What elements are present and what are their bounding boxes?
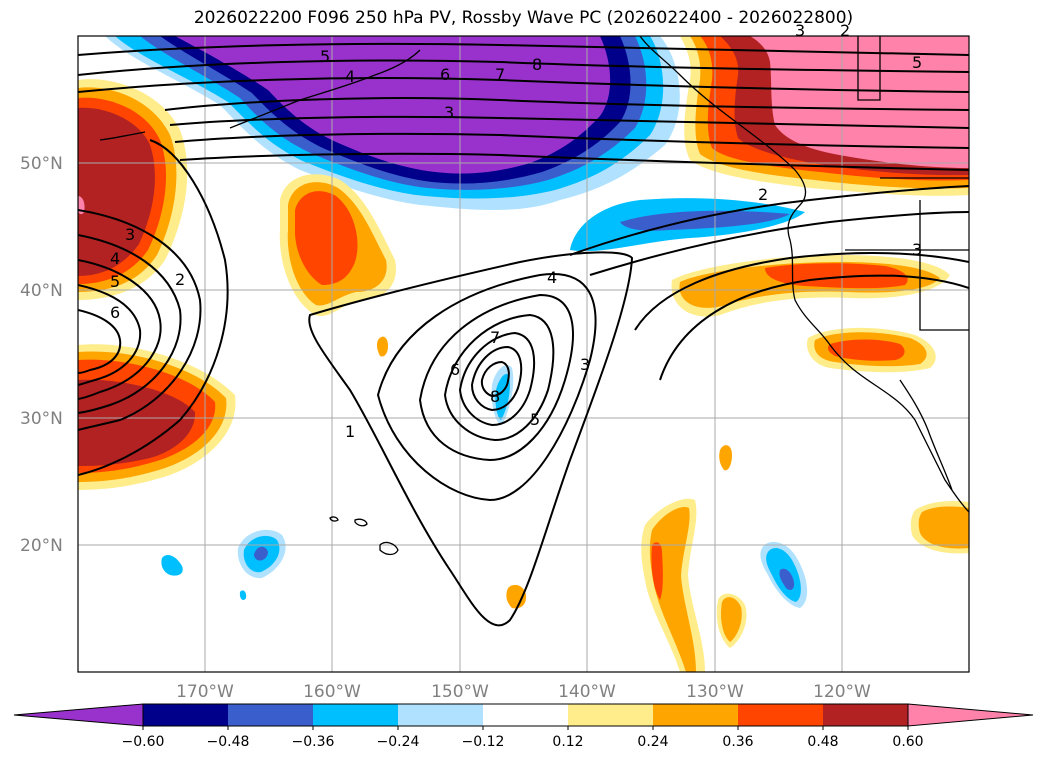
lon-label: 130°W	[686, 682, 744, 702]
lat-label: 30°N	[20, 409, 63, 429]
colorbar-tick-label: −0.60	[122, 734, 165, 750]
colorbar-segment	[653, 704, 738, 726]
map-frame	[77, 35, 970, 673]
colorbar-border	[142, 703, 909, 727]
contour-label: 3	[580, 355, 590, 374]
contour-label: 4	[345, 67, 355, 86]
contour-label: 5	[530, 410, 540, 429]
lon-label: 160°W	[303, 682, 361, 702]
contour-label: 5	[110, 272, 120, 291]
colorbar: −0.60 −0.48 −0.36 −0.24 −0.12 0.12 0.24 0.36 0.4…	[13, 703, 1034, 750]
contour-label: 3	[444, 103, 454, 122]
colorbar-tick-label: 0.36	[722, 734, 753, 750]
lat-label: 50°N	[20, 154, 63, 174]
colorbar-tick-label: 0.24	[637, 734, 668, 750]
colorbar-segment	[398, 704, 483, 726]
contour-label: 5	[320, 47, 330, 66]
pc-contours	[78, 42, 969, 627]
contour-label: 3	[795, 21, 805, 40]
contour-label: 2	[175, 270, 185, 289]
coastlines	[99, 36, 969, 556]
colorbar-tick-label: −0.24	[377, 734, 420, 750]
colorbar-tick-label: −0.36	[292, 734, 335, 750]
contour-label: 4	[110, 249, 120, 268]
contour-label: 8	[532, 55, 542, 74]
contour-label: 2	[758, 185, 768, 204]
lon-label: 150°W	[431, 682, 489, 702]
lat-label: 40°N	[20, 281, 63, 301]
colorbar-segment	[483, 704, 568, 726]
contour-label-group: 5 6 7 8 4 3 3 2 3 4 5 6 2 1 4 7 6 8 5 3 …	[110, 21, 922, 441]
graticule	[78, 36, 969, 672]
contour-label: 1	[345, 422, 355, 441]
colorbar-segment	[313, 704, 398, 726]
contour-label: 6	[450, 360, 460, 379]
contour-label: 7	[495, 65, 505, 84]
colorbar-segment	[738, 704, 823, 726]
contour-label: 6	[110, 303, 120, 322]
contour-label: 5	[912, 53, 922, 72]
lon-label: 120°W	[813, 682, 871, 702]
colorbar-extend-low	[13, 703, 144, 727]
contour-label: 3	[125, 225, 135, 244]
map-title: 2026022200 F096 250 hPa PV, Rossby Wave …	[193, 8, 854, 28]
contour-label: 2	[840, 21, 850, 40]
colorbar-tick-label: 0.12	[552, 734, 583, 750]
lat-label: 20°N	[20, 536, 63, 556]
lon-label: 170°W	[176, 682, 234, 702]
colorbar-tick-label: 0.48	[807, 734, 838, 750]
contour-label: 8	[490, 387, 500, 406]
contour-label: 3	[912, 240, 922, 259]
lon-label: 140°W	[558, 682, 616, 702]
contour-label: 7	[490, 328, 500, 347]
colorbar-tick-label: −0.12	[462, 734, 505, 750]
colorbar-segment	[823, 704, 908, 726]
colorbar-tick-label: −0.48	[207, 734, 250, 750]
colorbar-tick-label: 0.60	[892, 734, 923, 750]
colorbar-extend-high	[907, 703, 1034, 727]
contour-label: 6	[440, 65, 450, 84]
contour-label: 4	[547, 268, 557, 287]
colorbar-segment	[228, 704, 313, 726]
colorbar-segment	[143, 704, 228, 726]
colorbar-segment	[568, 704, 653, 726]
